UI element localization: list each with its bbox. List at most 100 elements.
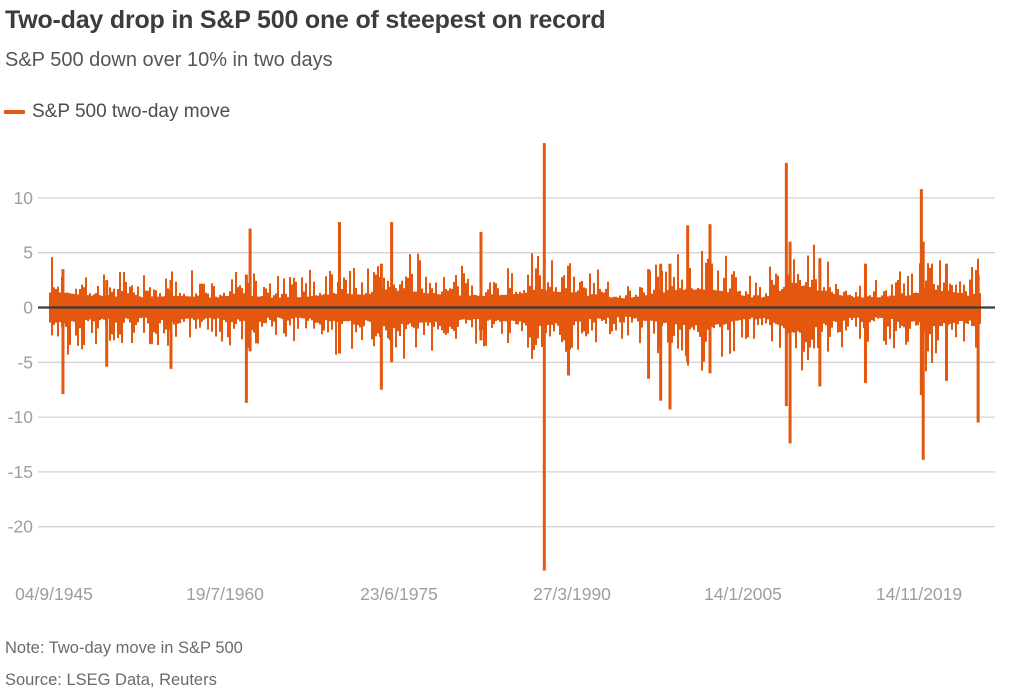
two-day-move-bar: [551, 260, 553, 325]
two-day-move-bar: [869, 295, 871, 323]
key-event-spike: [248, 228, 252, 352]
two-day-move-bar: [377, 266, 379, 334]
two-day-move-bar: [55, 289, 57, 323]
two-day-move-bar: [769, 266, 771, 326]
two-day-move-bar: [677, 254, 679, 349]
two-day-move-bar: [261, 295, 263, 327]
two-day-move-bar: [585, 288, 587, 337]
key-event-spike: [686, 225, 690, 363]
two-day-move-bar: [291, 284, 293, 319]
two-day-move-bar: [221, 295, 223, 342]
two-day-move-bar: [925, 280, 927, 372]
two-day-move-bar: [653, 289, 655, 334]
legend: S&P 500 two-day move: [4, 101, 230, 123]
two-day-move-bar: [301, 277, 303, 319]
two-day-move-bar: [443, 277, 445, 334]
two-day-move-bar: [91, 295, 93, 334]
two-day-move-bar: [973, 293, 975, 326]
two-day-move-bar: [537, 256, 539, 339]
two-day-move-bar: [565, 288, 567, 352]
key-event-spike: [659, 263, 663, 401]
two-day-move-bar: [427, 293, 429, 326]
two-day-move-bar: [553, 291, 555, 332]
two-day-move-bar: [331, 274, 333, 330]
two-day-move-bar: [451, 288, 453, 329]
two-day-move-bar: [79, 289, 81, 329]
two-day-move-bar: [207, 293, 209, 330]
two-day-move-bar: [419, 260, 421, 323]
two-day-move-bar: [793, 259, 795, 333]
key-event-spike: [784, 162, 788, 407]
two-day-move-bar: [497, 288, 499, 321]
two-day-move-bar: [395, 288, 397, 348]
two-day-move-bar: [271, 297, 273, 327]
two-day-move-bar: [705, 262, 707, 342]
two-day-move-bar: [899, 271, 901, 329]
two-day-move-bar: [431, 288, 433, 351]
two-day-move-bar: [601, 291, 603, 321]
two-day-move-bar: [787, 274, 789, 334]
two-day-move-bar: [517, 293, 519, 325]
two-day-move-bar: [267, 292, 269, 318]
two-day-move-bar: [845, 290, 847, 331]
two-day-move-bar: [475, 294, 477, 344]
two-day-move-bar: [937, 285, 939, 341]
two-day-move-bar: [157, 296, 159, 346]
two-day-move-bar: [623, 298, 625, 323]
two-day-move-bar: [739, 290, 741, 320]
key-event-spike: [61, 269, 65, 395]
two-day-move-bar: [83, 287, 85, 345]
key-event-spike: [708, 224, 712, 374]
two-day-move-bar: [501, 294, 503, 334]
two-day-move-bar: [263, 287, 265, 324]
key-event-spike: [479, 231, 483, 341]
two-day-move-bar: [375, 274, 377, 337]
two-day-move-bar: [137, 286, 139, 323]
two-day-move-bar: [149, 287, 151, 345]
two-day-move-bar: [163, 296, 165, 334]
two-day-move-bar: [439, 294, 441, 326]
two-day-move-bar: [253, 273, 255, 333]
two-day-move-bar: [215, 296, 217, 337]
two-day-move-bar: [955, 284, 957, 338]
two-day-move-bar: [353, 268, 355, 325]
key-event-spike: [921, 241, 925, 460]
two-day-move-bar: [133, 292, 135, 333]
y-axis-tick-label: -15: [8, 462, 33, 482]
two-day-move-bar: [103, 274, 105, 320]
two-day-move-bar: [259, 296, 261, 322]
two-day-move-bar: [195, 293, 197, 329]
two-day-move-bar: [447, 290, 449, 334]
two-day-move-bar: [275, 293, 277, 335]
two-day-move-bar: [277, 275, 279, 318]
two-day-move-bar: [883, 291, 885, 342]
two-day-move-bar: [313, 281, 315, 329]
two-day-move-bar: [125, 281, 127, 319]
two-day-move-bar: [429, 282, 431, 323]
chart-subtitle: S&P 500 down over 10% in two days: [5, 49, 333, 71]
two-day-move-bar: [315, 295, 317, 323]
two-day-move-bar: [667, 290, 669, 343]
two-day-move-bar: [131, 285, 133, 344]
two-day-move-bar: [909, 295, 911, 329]
two-day-move-bar: [805, 282, 807, 343]
note-text: Note: Two-day move in S&P 500: [5, 639, 243, 657]
two-day-move-bar: [441, 291, 443, 331]
two-day-move-bar: [779, 290, 781, 348]
two-day-move-bar: [929, 267, 931, 335]
two-day-move-bar: [89, 293, 91, 320]
two-day-move-bar: [933, 283, 935, 327]
two-day-move-bar: [287, 296, 289, 321]
two-day-move-bar: [605, 288, 607, 324]
two-day-move-bar: [363, 294, 365, 327]
two-day-move-bar: [397, 290, 399, 332]
two-day-move-bar: [729, 288, 731, 354]
two-day-move-bar: [305, 283, 307, 329]
two-day-move-bar: [905, 295, 907, 345]
two-day-move-bar: [297, 297, 299, 329]
two-day-move-bar: [285, 293, 287, 337]
two-day-move-bar: [151, 296, 153, 344]
two-day-move-bar: [721, 290, 723, 357]
two-day-move-bar: [809, 287, 811, 348]
